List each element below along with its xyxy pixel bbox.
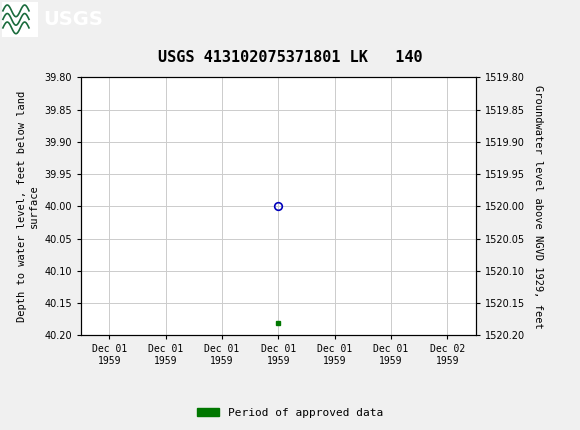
- Y-axis label: Groundwater level above NGVD 1929, feet: Groundwater level above NGVD 1929, feet: [533, 85, 543, 328]
- Text: USGS: USGS: [44, 10, 103, 29]
- Y-axis label: Depth to water level, feet below land
surface: Depth to water level, feet below land su…: [17, 91, 39, 322]
- Bar: [2, 2, 38, 37]
- Text: USGS 413102075371801 LK   140: USGS 413102075371801 LK 140: [158, 49, 422, 64]
- Legend: Period of approved data: Period of approved data: [193, 403, 387, 422]
